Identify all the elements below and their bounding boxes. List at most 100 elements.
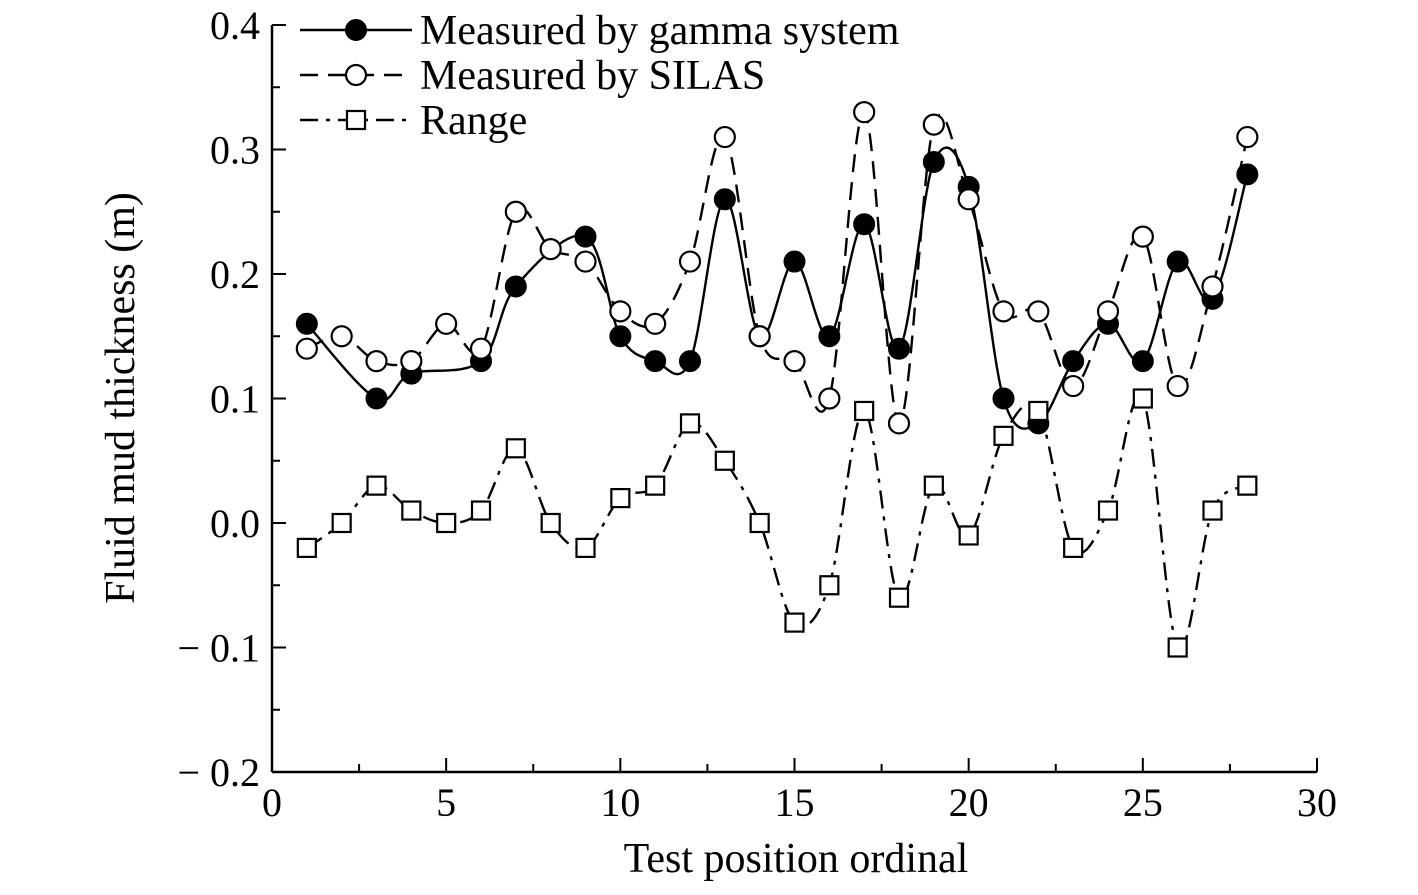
silas-data-point [783,350,806,373]
range-data-point [888,587,910,608]
gamma-data-point [888,337,910,360]
y-tick-label: − 0.2 [177,750,260,795]
silas-data-point [435,312,458,335]
silas-data-point [853,101,876,124]
legend-entry-range: Range [300,98,527,144]
gamma-data-point [1062,350,1085,373]
range-data-point [1237,475,1258,496]
gamma-data-point [574,225,597,248]
gamma-series-line [305,146,1249,430]
gamma-data-point [1236,163,1259,186]
x-tick-label: 25 [1123,780,1163,825]
silas-data-point [1062,374,1085,398]
range-data-point [749,512,770,534]
silas-data-point [504,200,527,223]
range-data-point [505,438,526,459]
gamma-data-point [853,213,876,236]
range-data-point [540,512,561,534]
silas-data-point [400,350,423,373]
gamma-data-point [609,325,632,348]
legend-marker [344,63,368,87]
silas-data-point [1027,300,1050,323]
x-tick-label: 30 [1297,780,1337,825]
range-data-point [958,525,979,546]
silas-data-point [365,350,388,373]
range-data-point [784,612,805,633]
gamma-data-point [922,150,945,173]
legend-label: Measured by SILAS [420,53,765,99]
plot-series [295,101,1259,658]
legend-entry-gamma: Measured by gamma system [300,8,900,54]
legend-marker [345,19,367,41]
range-data-point [854,400,875,422]
range-data-point [923,475,944,496]
silas-data-point [1236,125,1259,149]
gamma-data-point [365,387,388,410]
y-tick-label: 0.3 [210,128,260,173]
range-data-point [993,425,1014,446]
silas-data-point [295,337,318,360]
y-axis-title: Fluid mud thickness (m) [98,192,144,604]
silas-data-point [957,188,980,211]
y-tick-label: 0.4 [210,3,260,48]
x-tick-label: 5 [436,780,456,825]
range-series-line [306,394,1248,651]
range-data-point [436,512,457,534]
gamma-data-point [504,275,527,298]
silas-series-line [306,110,1249,425]
y-tick-label: 0.0 [210,501,260,546]
x-tick-label: 20 [949,780,989,825]
range-data-point [401,500,422,521]
y-tick-label: 0.1 [210,377,260,422]
y-tick-label: 0.2 [210,252,260,297]
range-data-point [1202,500,1223,521]
legend-label: Measured by gamma system [420,8,900,54]
silas-data-point [539,238,562,261]
silas-data-point [818,387,841,410]
silas-data-point [992,300,1015,323]
range-data-point [610,488,631,509]
silas-data-point [469,337,493,360]
x-tick-label: 0 [262,780,282,825]
silas-data-point [678,250,702,273]
range-data-point [366,475,387,496]
range-data-point [1132,388,1153,409]
silas-data-point [922,113,945,136]
range-data-point [819,575,840,596]
legend-entry-silas: Measured by SILAS [300,53,765,99]
gamma-data-point [644,350,667,373]
gamma-data-point [1166,250,1189,273]
silas-data-point [887,412,911,435]
gamma-data-point [783,250,806,273]
silas-data-point [1096,300,1120,323]
y-tick-label: − 0.1 [177,626,260,671]
range-data-point [1063,537,1084,559]
range-data-point [1097,500,1119,521]
range-data-point [331,512,352,534]
gamma-data-point [818,325,841,348]
range-data-point [714,450,735,471]
gamma-data-point [295,312,318,335]
silas-data-point [713,125,736,149]
range-data-point [470,500,492,521]
legend-label: Range [420,98,527,144]
range-data-point [645,475,666,496]
gamma-data-point [1131,350,1154,373]
range-data-point [1167,637,1188,658]
silas-data-point [644,312,667,335]
silas-data-point [330,325,353,348]
range-data-point [575,537,596,559]
range-data-point [679,413,701,434]
silas-data-point [609,300,632,323]
gamma-data-point [713,188,736,211]
silas-data-point [1201,275,1224,298]
x-tick-label: 15 [775,780,815,825]
x-tick-label: 10 [600,780,640,825]
range-data-point [1028,400,1049,422]
range-data-point [296,537,317,559]
gamma-data-point [992,387,1015,410]
axes: 0 5 10 15 20 25 30 − 0.2 − 0.1 0.0 0.1 0.2 0.3 0.4 [177,3,1337,825]
